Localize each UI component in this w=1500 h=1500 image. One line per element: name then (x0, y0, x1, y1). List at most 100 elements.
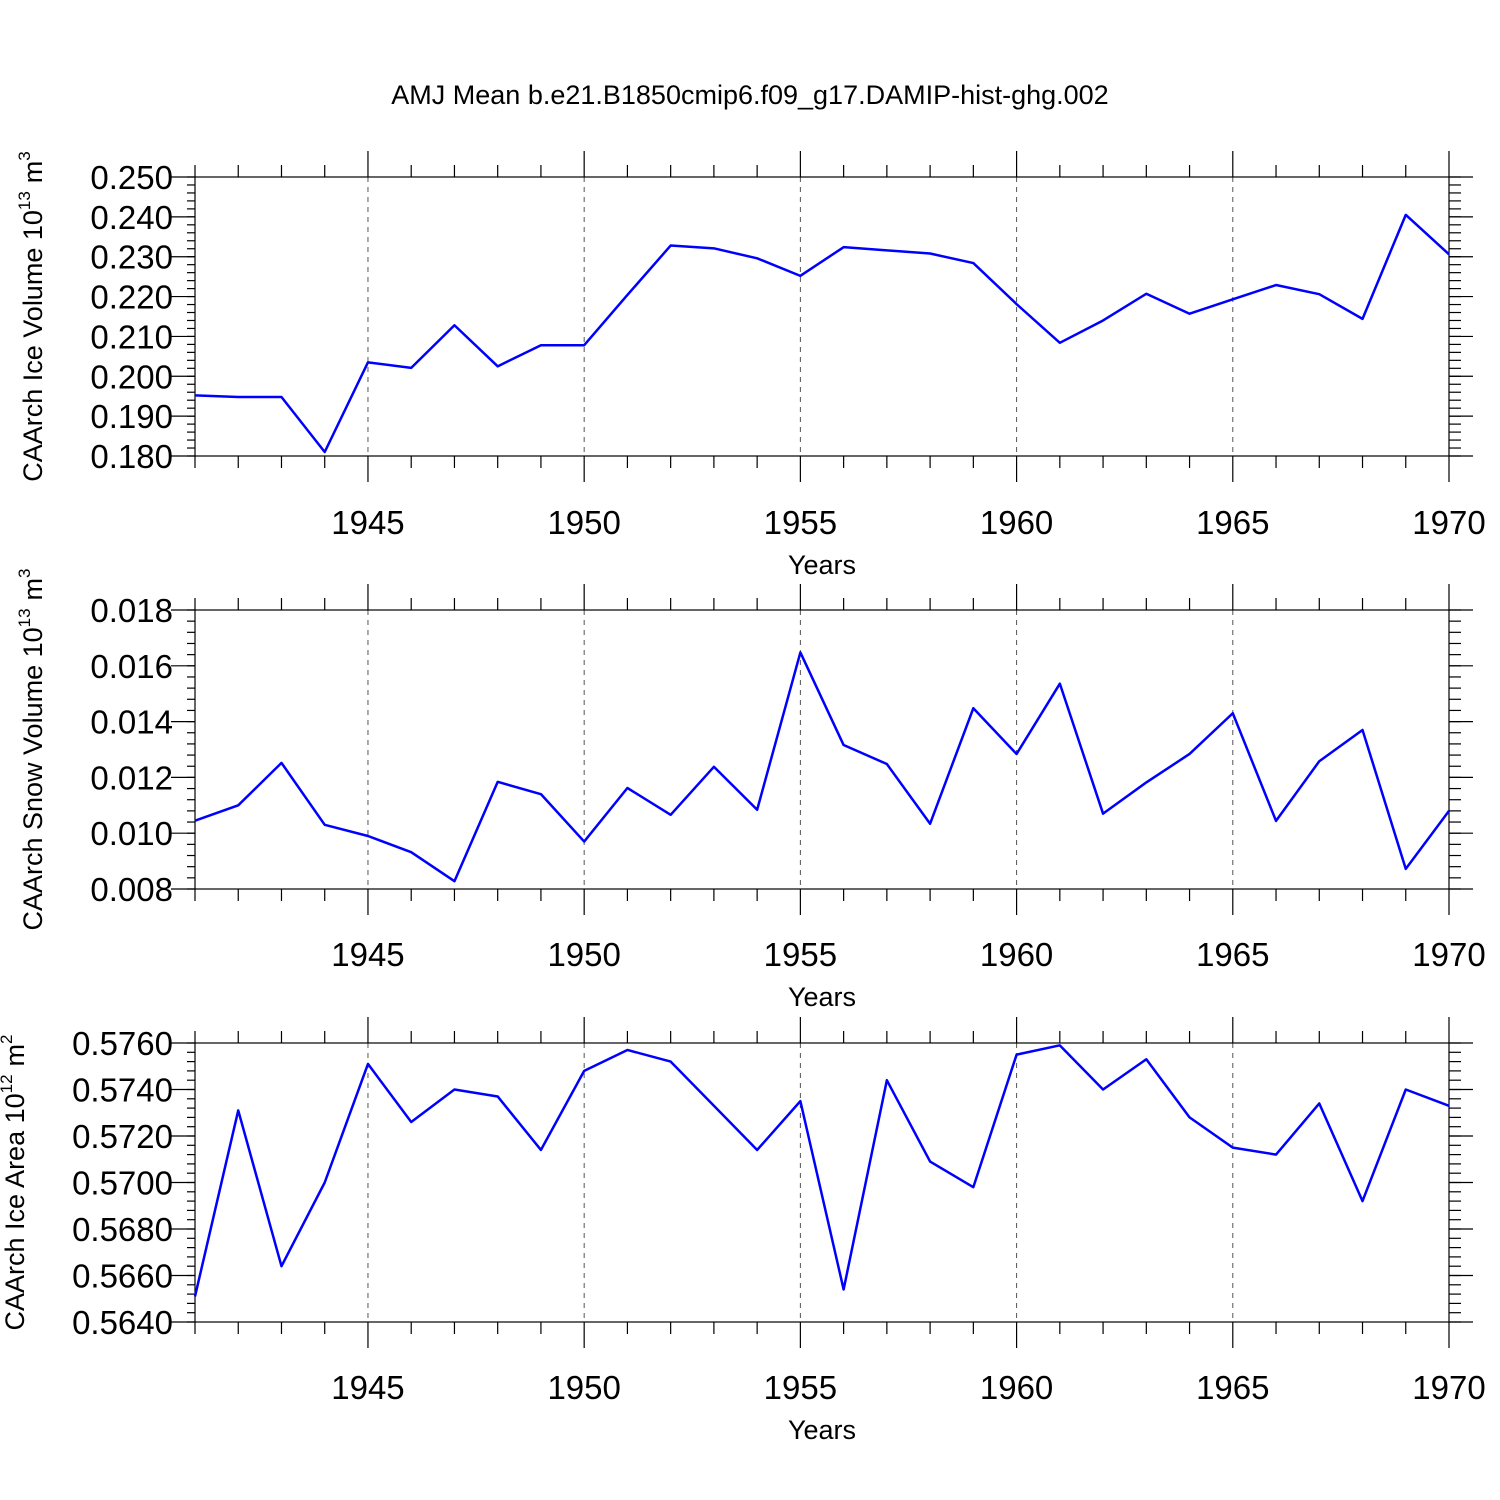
data-point (842, 1288, 844, 1290)
x-tick-label: 1965 (1196, 504, 1269, 541)
x-tick-label: 1945 (331, 504, 404, 541)
data-point (1102, 1088, 1104, 1090)
data-point (1015, 303, 1017, 305)
data-point (280, 1265, 282, 1267)
data-point (972, 707, 974, 709)
y-tick-label: 0.5660 (72, 1258, 173, 1295)
data-point (583, 1070, 585, 1072)
data-point (410, 367, 412, 369)
data-point (756, 257, 758, 259)
data-point (367, 361, 369, 363)
y-tick-label: 0.230 (90, 239, 173, 276)
data-point (324, 824, 326, 826)
data-point (496, 1095, 498, 1097)
data-point (972, 1186, 974, 1188)
data-point (194, 1295, 196, 1297)
y-tick-label: 0.012 (90, 759, 173, 796)
y-tick-label: 0.180 (90, 438, 173, 475)
data-point (929, 823, 931, 825)
x-tick-label: 1965 (1196, 936, 1269, 973)
y-tick-label: 0.014 (90, 704, 173, 741)
data-point (540, 1149, 542, 1151)
plot-frame (194, 1042, 1450, 1323)
data-point (1232, 298, 1234, 300)
data-point (756, 1149, 758, 1151)
x-tick-label: 1965 (1196, 1369, 1269, 1406)
y-tick-label: 0.5760 (72, 1025, 173, 1062)
x-axis-title: Years (788, 550, 856, 580)
data-point (496, 365, 498, 367)
y-tick-label: 0.220 (90, 279, 173, 316)
data-point (1318, 293, 1320, 295)
data-point (237, 804, 239, 806)
x-tick-label: 1945 (331, 936, 404, 973)
data-point (713, 247, 715, 249)
x-tick-label: 1950 (547, 936, 620, 973)
x-tick-label: 1960 (980, 1369, 1053, 1406)
x-tick-label: 1950 (547, 1369, 620, 1406)
y-tick-label: 0.5680 (72, 1211, 173, 1248)
y-axis-title: CAArch Snow Volume 1013 m3 (15, 568, 48, 930)
x-tick-label: 1945 (331, 1369, 404, 1406)
data-point (1059, 682, 1061, 684)
x-axis-title: Years (788, 982, 856, 1012)
y-tick-label: 0.5640 (72, 1304, 173, 1341)
data-point (799, 651, 801, 653)
data-point (237, 1109, 239, 1111)
data-point (756, 809, 758, 811)
data-point (1059, 1044, 1061, 1046)
data-point (496, 781, 498, 783)
data-point (886, 1079, 888, 1081)
data-point (1275, 820, 1277, 822)
data-point (1448, 810, 1450, 812)
y-axis-title-text: CAArch Ice Volume 10 (18, 210, 48, 482)
data-point (367, 835, 369, 837)
data-point (1318, 760, 1320, 762)
data-point (1361, 729, 1363, 731)
y-axis-title-unit-exponent: 2 (0, 1034, 16, 1043)
y-tick-label: 0.190 (90, 398, 173, 435)
data-point (799, 275, 801, 277)
data-point (1405, 868, 1407, 870)
data-point (669, 244, 671, 246)
x-tick-label: 1970 (1412, 504, 1485, 541)
x-tick-label: 1970 (1412, 1369, 1485, 1406)
y-tick-label: 0.016 (90, 648, 173, 685)
data-point (669, 814, 671, 816)
data-point (1102, 319, 1104, 321)
data-point (1448, 253, 1450, 255)
data-point (1405, 214, 1407, 216)
plot-frame (194, 609, 1450, 890)
data-point (1015, 1053, 1017, 1055)
data-point (1145, 781, 1147, 783)
data-point (410, 1121, 412, 1123)
data-point (626, 787, 628, 789)
data-point (626, 1049, 628, 1051)
data-point (237, 396, 239, 398)
data-point (799, 1100, 801, 1102)
chart-panel-1: 0.1800.1900.2000.2100.2200.2300.2400.250… (15, 151, 1486, 580)
series-line (194, 651, 1451, 883)
y-axis-title-unit-exponent: 3 (15, 568, 34, 577)
data-point (583, 840, 585, 842)
data-point (1188, 313, 1190, 315)
y-axis-title-unit: m (0, 1044, 30, 1067)
y-axis-title-text: CAArch Ice Area 10 (0, 1093, 30, 1330)
data-point (842, 744, 844, 746)
data-point (886, 763, 888, 765)
y-axis-title-text: CAArch Snow Volume 10 (18, 627, 48, 930)
y-axis-title-unit-exponent: 3 (15, 151, 34, 160)
data-point (194, 394, 196, 396)
data-point (1275, 284, 1277, 286)
y-tick-label: 0.240 (90, 199, 173, 236)
plot-frame (194, 176, 1450, 457)
y-axis-title-exponent: 13 (15, 191, 34, 210)
data-point (410, 851, 412, 853)
data-point (842, 246, 844, 248)
data-point (1448, 1105, 1450, 1107)
y-axis-title: CAArch Ice Area 1012 m2 (0, 1034, 30, 1330)
data-point (929, 1160, 931, 1162)
x-tick-label: 1955 (764, 504, 837, 541)
data-point (324, 451, 326, 453)
y-tick-label: 0.210 (90, 318, 173, 355)
